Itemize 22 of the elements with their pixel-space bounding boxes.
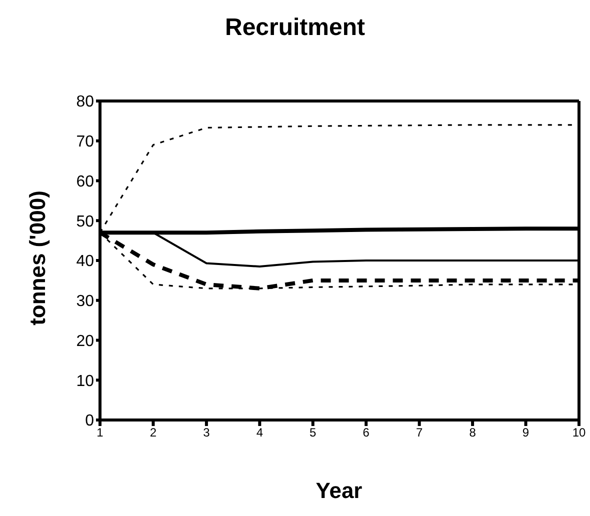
y-tick-label: 20 bbox=[76, 332, 94, 350]
y-tick-label: 50 bbox=[76, 213, 94, 230]
y-tick-label: 10 bbox=[76, 372, 94, 390]
y-tick-label: 30 bbox=[76, 293, 94, 310]
y-axis-title: tonnes ('000) bbox=[25, 190, 51, 326]
x-tick-label: 4 bbox=[256, 426, 264, 440]
x-tick-label: 5 bbox=[310, 426, 317, 440]
x-axis-title: Year bbox=[314, 478, 364, 504]
x-tick-label: 1 bbox=[96, 426, 104, 440]
x-tick-label: 3 bbox=[203, 426, 210, 440]
x-tick-label: 10 bbox=[572, 426, 586, 440]
x-tick-label: 8 bbox=[469, 426, 476, 440]
x-tick-label: 2 bbox=[150, 426, 157, 440]
y-tick-label: 60 bbox=[76, 173, 94, 190]
y-tick-label: 40 bbox=[76, 253, 94, 270]
y-tick-label: 80 bbox=[76, 94, 94, 111]
x-tick-label: 9 bbox=[522, 426, 530, 440]
x-tick-label: 7 bbox=[416, 426, 423, 440]
x-tick-label: 6 bbox=[362, 426, 370, 440]
y-tick-label: 0 bbox=[85, 412, 94, 430]
chart-title: Recruitment bbox=[224, 14, 366, 42]
y-tick-label: 70 bbox=[76, 134, 94, 151]
